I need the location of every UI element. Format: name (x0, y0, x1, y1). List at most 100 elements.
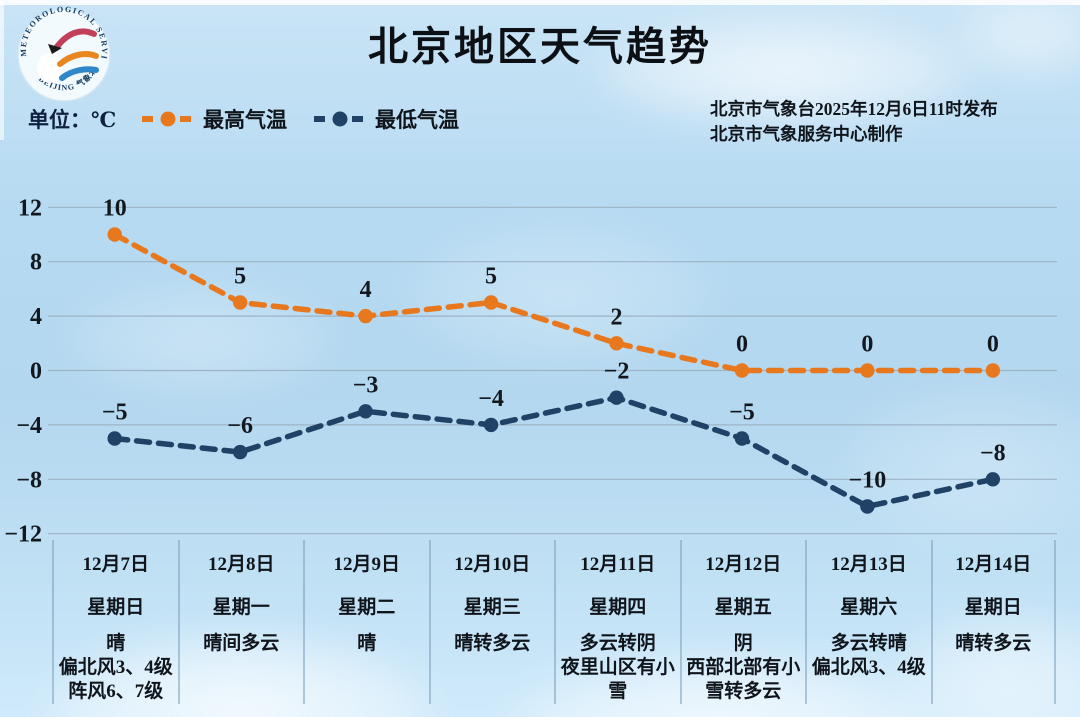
y-axis-tick-label: −4 (16, 413, 42, 439)
forecast-date: 12月11日 (580, 554, 656, 575)
legend-label-high-temp: 最高气温 (203, 108, 287, 132)
forecast-weekday: 星期三 (463, 597, 521, 618)
data-point-marker (232, 295, 248, 310)
forecast-weather-line: 晴间多云 (203, 633, 280, 654)
data-point-label: −4 (478, 386, 504, 412)
data-point-marker (358, 308, 373, 324)
forecast-weekday: 星期二 (338, 597, 396, 618)
forecast-column: 12月12日 星期五阴西部北部有小雪转多云 (679, 540, 806, 704)
data-point-label: −3 (353, 372, 379, 398)
issue-info-line1: 北京市气象台2025年12月6日11时发布 (710, 99, 998, 119)
forecast-column: 12月8日星期一晴间多云 (177, 540, 304, 704)
data-point-marker (860, 363, 875, 378)
temperature-series-line (111, 231, 996, 374)
forecast-date: 12月14日 (955, 554, 1032, 575)
forecast-weather-line: 晴转多云 (454, 633, 531, 654)
forecast-weekday: 星期四 (589, 597, 647, 618)
logo-dart-shape (48, 44, 62, 54)
y-axis-tick-label: −12 (4, 522, 42, 548)
data-point-marker (609, 336, 624, 351)
forecast-weather-line: 多云转阴 (579, 633, 656, 654)
forecast-weather: 多云转晴偏北风3、4级 (807, 632, 931, 680)
forecast-weather-line: 阵风6、7级 (68, 681, 164, 702)
data-point-marker (860, 499, 875, 514)
page-title: 北京地区天气趋势 (368, 24, 712, 69)
forecast-weather-line: 多云转晴 (830, 633, 907, 654)
forecast-table: 12月7日 星期日晴偏北风3、4级 阵风6、7级 12月8日 星期一 晴间多云 12月9日星… (52, 540, 1056, 704)
issue-info-line2: 北京市气象服务中心制作 (710, 124, 903, 144)
blue-dashed-line-icon (314, 111, 366, 127)
forecast-date: 12月8日 (207, 554, 275, 575)
orange-dashed-line-icon (142, 111, 194, 127)
logo-blue-swoosh (59, 66, 99, 81)
data-point-marker (734, 363, 750, 378)
forecast-column: 12月14日 星期日 晴转多云 (930, 540, 1056, 704)
data-point-label: −6 (227, 413, 253, 439)
forecast-date: 12月13日 (830, 554, 907, 575)
forecast-weekday: 星期六 (840, 597, 898, 618)
forecast-weather-line: 阴 (733, 633, 753, 654)
forecast-weather-line: 晴 (357, 633, 377, 654)
forecast-column: 12月11日 星期四多云转阴夜里山区有小雪 (554, 540, 680, 704)
legend-label-low-temp: 最低气温 (375, 108, 459, 132)
forecast-weekday: 星期一 (212, 597, 270, 618)
data-point-label: −2 (604, 359, 630, 385)
data-point-label: 5 (234, 264, 246, 290)
forecast-column: 12月7日星期日晴偏北风3、4级 阵风6、7级 (52, 540, 178, 704)
data-point-marker (609, 390, 624, 405)
left-edge-highlight (0, 0, 4, 140)
chart-legend: 最高气温 最低气温 (141, 104, 459, 134)
data-point-label: 5 (485, 264, 497, 290)
data-point-label: 0 (861, 332, 873, 358)
data-point-marker (483, 417, 499, 433)
data-point-label: 10 (103, 196, 127, 222)
y-axis-tick-label: 12 (18, 195, 42, 221)
logo-cloud-shape (37, 53, 63, 83)
forecast-column: 12月13日 星期六多云转晴偏北风3、4级 (805, 540, 931, 704)
legend-item-low-temp: 最低气温 (313, 104, 459, 134)
forecast-date: 12月9日 (333, 554, 400, 575)
forecast-weather-line: 晴 (106, 633, 126, 654)
y-axis-tick-label: 4 (30, 304, 42, 330)
forecast-weather-line: 晴转多云 (955, 633, 1032, 654)
data-point-marker (734, 431, 750, 446)
unit-label: 单位：℃ (28, 108, 117, 132)
data-point-label: 0 (736, 332, 748, 358)
legend-item-high-temp: 最高气温 (141, 104, 287, 134)
forecast-weather: 晴偏北风3、4级 阵风6、7级 (54, 632, 178, 704)
top-edge-highlight (0, 0, 1080, 5)
forecast-weather: 晴 (305, 632, 429, 656)
y-axis-tick-label: 0 (30, 359, 42, 385)
forecast-date: 12月10日 (454, 554, 531, 575)
forecast-weather-line: 西部北部有小雪转多云 (686, 657, 801, 702)
data-point-marker (483, 295, 499, 310)
forecast-weather-line: 偏北风3、4级 (58, 657, 173, 678)
logo-orange-swoosh (57, 51, 99, 67)
data-point-marker (985, 472, 1001, 487)
forecast-weather-line: 夜里山区有小雪 (560, 657, 675, 702)
forecast-weather: 晴转多云 (431, 632, 555, 656)
y-axis-tick-label: −8 (16, 467, 42, 493)
forecast-weekday: 星期日 (87, 597, 145, 618)
logo-red-swoosh (53, 28, 97, 51)
issue-info: 北京市气象台2025年12月6日11时发布 北京市气象服务中心制作 (710, 97, 998, 147)
forecast-weekday: 星期五 (714, 597, 772, 618)
data-point-label: 2 (611, 304, 623, 330)
data-point-marker (107, 227, 122, 242)
temperature-series-line (111, 394, 996, 510)
forecast-weather: 晴转多云 (933, 632, 1055, 656)
forecast-column: 12月9日星期二晴 (303, 540, 429, 704)
y-axis-tick-label: 8 (30, 250, 42, 276)
data-point-marker (985, 363, 1001, 378)
data-point-label: −8 (980, 440, 1006, 466)
data-point-label: −5 (102, 400, 128, 426)
data-point-marker (232, 444, 248, 460)
forecast-weather: 多云转阴夜里山区有小雪 (556, 632, 680, 704)
forecast-date: 12月7日 (82, 554, 149, 575)
forecast-weather: 晴间多云 (180, 632, 304, 656)
data-point-label: −10 (849, 468, 887, 494)
forecast-weather-line: 偏北风3、4级 (811, 657, 926, 678)
data-point-label: −5 (729, 400, 755, 426)
